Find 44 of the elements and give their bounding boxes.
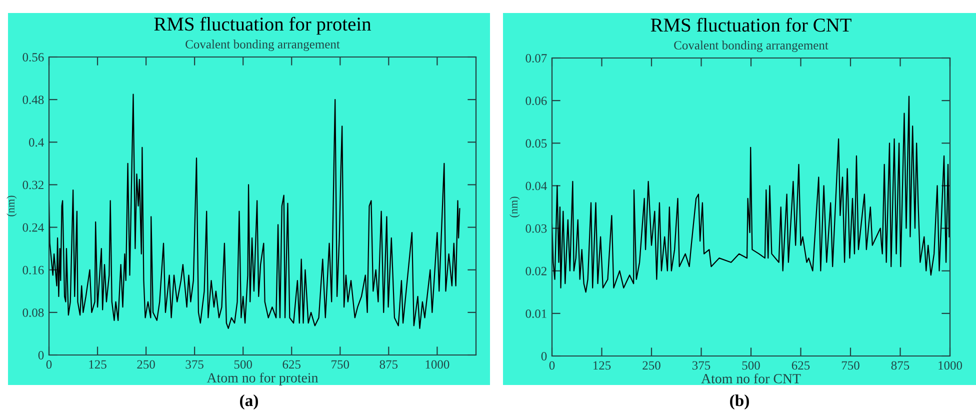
y-tick-label: 0.06 <box>526 96 547 106</box>
x-axis-title: Atom no for protein <box>206 372 318 386</box>
text: (a) <box>240 394 258 410</box>
x-tick-label: 250 <box>137 360 155 369</box>
x-tick-label: 1000 <box>426 360 450 369</box>
x-tick-label: 125 <box>89 360 106 369</box>
x-tick-label: 625 <box>792 361 810 370</box>
x-tick-label: 875 <box>891 361 910 370</box>
y-tick-label: 0.16 <box>22 266 44 274</box>
y-tick-label: 0.05 <box>526 139 547 148</box>
x-tick-label: 375 <box>186 360 204 369</box>
y-tick-label: 0.56 <box>22 53 44 62</box>
chart-title: RMS fluctuation for protein <box>154 16 372 35</box>
y-tick-label: 0.04 <box>526 182 547 190</box>
x-tick-label: 375 <box>692 361 710 370</box>
x-axis-title: Atom no for CNT <box>701 373 801 384</box>
y-axis-title: (nm) <box>6 196 17 216</box>
y-tick-label: 0 <box>38 351 44 360</box>
x-tick-label: 0 <box>549 361 555 370</box>
x-tick-label: 1000 <box>938 361 962 370</box>
chart-title: RMS fluctuation for CNT <box>650 18 852 32</box>
text: (b) <box>730 394 749 410</box>
chart-subtitle: Covalent bonding arrangement <box>186 40 340 52</box>
x-tick-label: 750 <box>842 361 860 370</box>
chart-subtitle: Covalent bonding arrangement <box>674 40 828 52</box>
x-tick-label: 0 <box>46 360 52 369</box>
y-tick-label: 0 <box>541 352 547 360</box>
x-tick-label: 125 <box>593 361 611 370</box>
y-tick-label: 0.48 <box>22 96 44 104</box>
y-tick-label: 0.24 <box>22 223 44 232</box>
x-tick-label: 500 <box>234 360 252 369</box>
x-tick-label: 875 <box>380 360 398 369</box>
y-tick-label: 0.01 <box>526 309 546 318</box>
y-tick-label: 0.32 <box>22 180 44 190</box>
y-tick-label: 0.07 <box>526 54 547 63</box>
x-tick-label: 500 <box>742 361 760 370</box>
x-tick-label: 625 <box>282 360 300 369</box>
y-tick-label: 0.03 <box>526 224 547 233</box>
y-tick-label: 0.08 <box>22 308 44 317</box>
y-tick-label: 0.02 <box>526 266 546 276</box>
y-axis-title: (nm) <box>510 196 520 218</box>
y-tick-label: 0.4 <box>28 138 44 147</box>
x-tick-label: 250 <box>642 361 660 370</box>
x-tick-label: 750 <box>332 360 350 369</box>
